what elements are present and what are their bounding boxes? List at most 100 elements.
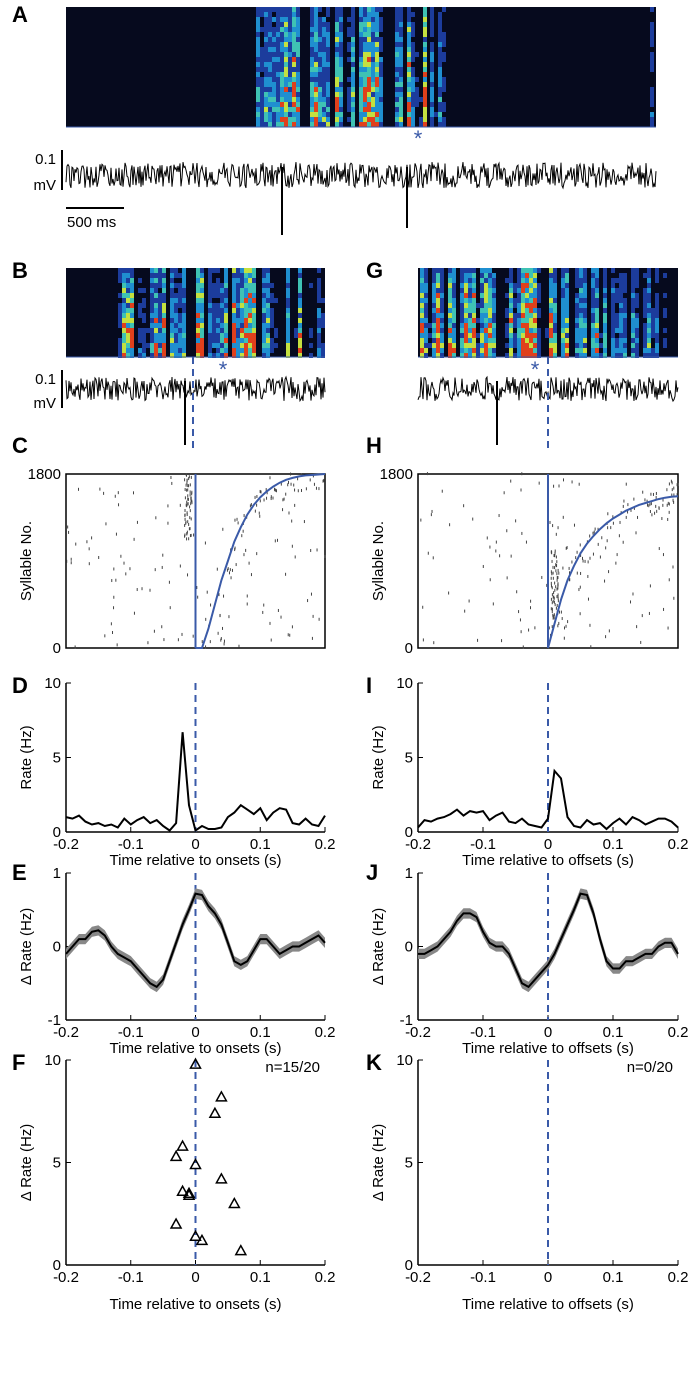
- spectrogram-cell: [363, 117, 367, 122]
- spectrogram-cell: [375, 12, 379, 17]
- spectrogram-cell: [280, 52, 284, 57]
- spectrogram-cell: [635, 293, 639, 298]
- spectrogram-cell: [533, 353, 537, 358]
- spectrogram-cell: [256, 7, 260, 12]
- spectrogram-cell: [262, 313, 266, 318]
- spectrogram-cell: [553, 328, 557, 333]
- spectrogram-cell: [142, 298, 146, 303]
- spectrogram-cell: [583, 308, 587, 313]
- raster-tick: [430, 513, 432, 517]
- raster-tick: [552, 616, 554, 620]
- spectrogram-cell: [468, 303, 472, 308]
- spectrogram-cell: [484, 298, 488, 303]
- spectrogram-cell: [268, 77, 272, 82]
- spectrogram-cell: [436, 308, 440, 313]
- spectrogram-cell: [472, 313, 476, 318]
- spectrogram-cell: [178, 353, 182, 358]
- spectrogram-cell: [359, 97, 363, 102]
- x-tick-label: 0.2: [668, 1269, 689, 1286]
- spectrogram-cell: [322, 62, 326, 67]
- raster-tick: [187, 520, 189, 524]
- raster-tick: [555, 555, 557, 559]
- spectrogram-cell: [615, 343, 619, 348]
- spectrogram-cell: [264, 47, 268, 52]
- spectrogram-cell: [553, 283, 557, 288]
- spectrogram-cell: [420, 278, 424, 283]
- spectrogram-cell: [244, 353, 248, 358]
- spectrogram-cell: [650, 57, 654, 62]
- spectrogram-cell: [351, 82, 355, 87]
- spectrogram-cell: [650, 112, 654, 117]
- spectrogram-cell: [395, 77, 399, 82]
- raster-tick: [248, 561, 250, 565]
- spectrogram-cell: [208, 268, 212, 273]
- spectrogram-cell: [200, 268, 204, 273]
- spectrogram-cell: [280, 72, 284, 77]
- spectrogram-cell: [579, 293, 583, 298]
- spectrogram-cell: [256, 97, 260, 102]
- spectrogram-cell: [549, 328, 553, 333]
- spectrogram-cell: [420, 333, 424, 338]
- raster-tick: [516, 590, 518, 594]
- spectrogram-cell: [436, 268, 440, 273]
- spectrogram-cell: [363, 97, 367, 102]
- spectrogram-cell: [314, 17, 318, 22]
- spectrogram-cell: [118, 313, 122, 318]
- spectrogram-cell: [529, 343, 533, 348]
- raster-tick: [449, 523, 451, 527]
- spectrogram-cell: [296, 52, 300, 57]
- spectrogram-cell: [529, 303, 533, 308]
- raster-tick: [420, 518, 422, 522]
- spectrogram-cell: [438, 102, 442, 107]
- panel-label: B: [12, 258, 28, 283]
- raster-tick: [515, 519, 517, 523]
- raster-tick: [125, 572, 127, 576]
- spectrogram-cell: [423, 57, 427, 62]
- raster-tick: [618, 534, 620, 538]
- spectrogram-cell: [335, 57, 339, 62]
- spectrogram-cell: [244, 343, 248, 348]
- spectrogram-cell: [272, 57, 276, 62]
- spectrogram-cell: [509, 353, 513, 358]
- spectrogram-cell: [549, 308, 553, 313]
- spectrogram-cell: [460, 353, 464, 358]
- raster-tick: [129, 567, 131, 571]
- spectrogram-cell: [395, 12, 399, 17]
- spectrogram-cell: [440, 298, 444, 303]
- spectrogram-cell: [575, 308, 579, 313]
- scatter-point: [215, 1172, 228, 1184]
- spectrogram-cell: [371, 22, 375, 27]
- spectrogram-cell: [371, 37, 375, 42]
- spectrogram-cell: [130, 303, 134, 308]
- spectrogram-cell: [411, 42, 415, 47]
- spectrogram-cell: [240, 348, 244, 353]
- raster-tick: [522, 645, 524, 649]
- spectrogram-cell: [314, 72, 318, 77]
- raster-tick: [556, 572, 558, 576]
- spectrogram-cell: [480, 288, 484, 293]
- spectrogram-cell: [178, 348, 182, 353]
- spectrogram-cell: [162, 348, 166, 353]
- x-tick-label: -0.2: [405, 836, 431, 853]
- spectrogram-cell: [266, 348, 270, 353]
- spectrogram-cell: [423, 87, 427, 92]
- raster-tick: [557, 593, 559, 597]
- spectrogram-cell: [379, 122, 383, 127]
- raster-tick: [557, 526, 559, 530]
- spectrogram-cell: [174, 328, 178, 333]
- raster-tick: [550, 576, 552, 580]
- spectrogram-cell: [595, 278, 599, 283]
- spectrogram-cell: [615, 318, 619, 323]
- spectrogram-cell: [252, 298, 256, 303]
- raster-tick: [188, 527, 190, 531]
- raster-tick: [554, 554, 556, 558]
- spectrogram-cell: [476, 318, 480, 323]
- spectrogram-cell: [196, 283, 200, 288]
- raster-tick: [186, 513, 188, 517]
- spectrogram-cell: [162, 268, 166, 273]
- raster-tick: [318, 487, 320, 491]
- spectrogram-cell: [158, 308, 162, 313]
- raster-tick: [650, 492, 652, 496]
- raster-tick: [670, 479, 672, 483]
- spectrogram-cell: [484, 348, 488, 353]
